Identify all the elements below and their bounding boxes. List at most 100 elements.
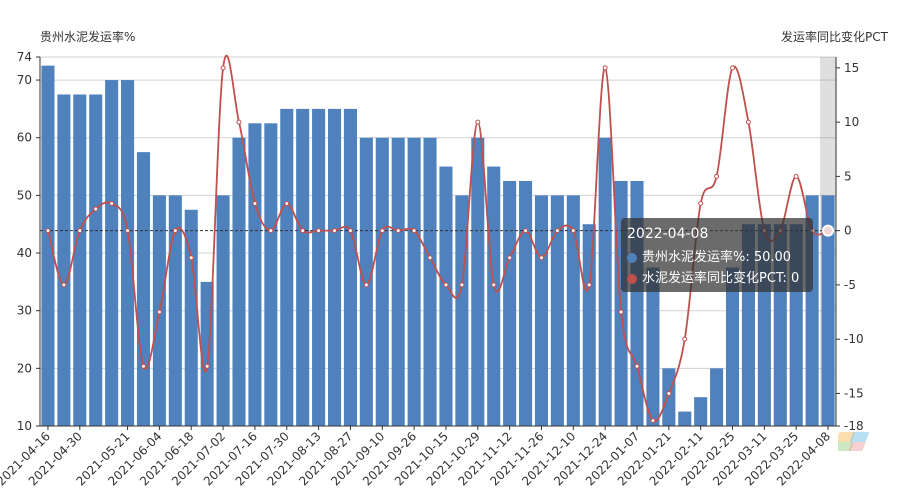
bar[interactable]: [646, 267, 660, 426]
bar[interactable]: [264, 123, 278, 426]
bar[interactable]: [280, 108, 294, 426]
bar[interactable]: [694, 397, 708, 426]
bar[interactable]: [710, 368, 724, 426]
tooltip-line-marker-icon: [627, 273, 637, 284]
bar[interactable]: [662, 368, 676, 426]
bar[interactable]: [821, 195, 835, 426]
line-point[interactable]: [45, 228, 51, 234]
right-tick-label: 10: [844, 115, 859, 129]
line-point[interactable]: [379, 228, 385, 234]
line-point[interactable]: [411, 228, 417, 234]
bar[interactable]: [73, 94, 87, 426]
left-tick-label: 30: [17, 304, 32, 318]
line-point[interactable]: [475, 119, 481, 125]
line-point[interactable]: [698, 201, 704, 207]
bar[interactable]: [168, 195, 182, 426]
line-point[interactable]: [491, 282, 497, 288]
line-point[interactable]: [125, 228, 131, 234]
line-point[interactable]: [714, 173, 720, 179]
bar[interactable]: [136, 152, 151, 426]
bar[interactable]: [423, 137, 437, 426]
line-point[interactable]: [618, 309, 624, 315]
bar[interactable]: [296, 108, 310, 426]
line-point[interactable]: [93, 206, 99, 212]
bar[interactable]: [582, 224, 596, 426]
line-point[interactable]: [204, 363, 210, 369]
line-point[interactable]: [363, 282, 369, 288]
left-tick-label: 40: [17, 246, 32, 260]
line-point[interactable]: [570, 228, 576, 234]
bar[interactable]: [248, 123, 262, 426]
line-point[interactable]: [523, 228, 529, 234]
line-point[interactable]: [793, 173, 799, 179]
tooltip-title: 2022-04-08: [627, 226, 709, 242]
bar[interactable]: [359, 137, 373, 426]
line-point[interactable]: [666, 390, 672, 396]
line-point[interactable]: [586, 282, 592, 288]
line-point[interactable]: [220, 65, 226, 71]
bar[interactable]: [41, 65, 55, 426]
bar[interactable]: [534, 195, 549, 426]
line-point[interactable]: [395, 228, 401, 234]
line-point[interactable]: [822, 224, 835, 237]
bar[interactable]: [407, 137, 421, 426]
line-point[interactable]: [172, 228, 178, 234]
bar[interactable]: [232, 137, 246, 426]
line-point[interactable]: [284, 201, 290, 207]
line-point[interactable]: [109, 201, 115, 207]
bar[interactable]: [57, 94, 71, 426]
bar[interactable]: [439, 166, 453, 426]
tooltip-row-line: 水泥发运率同比变化PCT: 0: [627, 268, 813, 289]
bar[interactable]: [391, 137, 405, 426]
bar[interactable]: [487, 166, 501, 426]
line-point[interactable]: [602, 65, 608, 71]
bar[interactable]: [725, 267, 740, 426]
line-point[interactable]: [347, 228, 353, 234]
left-tick-label: 10: [17, 419, 32, 433]
line-point[interactable]: [156, 309, 162, 315]
line-point[interactable]: [443, 282, 449, 288]
line-point[interactable]: [507, 255, 513, 261]
line-point[interactable]: [332, 228, 338, 234]
line-point[interactable]: [236, 119, 242, 125]
line-point[interactable]: [427, 255, 433, 261]
bar[interactable]: [216, 195, 230, 426]
bar[interactable]: [312, 108, 326, 426]
line-point[interactable]: [730, 65, 736, 71]
bar[interactable]: [503, 180, 517, 426]
bar[interactable]: [105, 80, 119, 426]
line-point[interactable]: [300, 228, 306, 234]
bar[interactable]: [598, 137, 612, 426]
line-point[interactable]: [538, 255, 544, 261]
bar[interactable]: [566, 195, 580, 426]
line-point[interactable]: [252, 201, 258, 207]
left-tick-label: 60: [17, 131, 32, 145]
bar[interactable]: [327, 108, 342, 426]
line-point[interactable]: [745, 119, 751, 125]
line-point[interactable]: [682, 336, 688, 342]
bar[interactable]: [519, 180, 533, 426]
line-point[interactable]: [188, 255, 194, 261]
line-point[interactable]: [459, 282, 465, 288]
watermark-logo-icon: [838, 432, 870, 451]
line-point[interactable]: [316, 228, 322, 234]
line-point[interactable]: [140, 363, 146, 369]
line-point[interactable]: [650, 418, 656, 424]
bar-series[interactable]: [41, 65, 835, 426]
line-point[interactable]: [61, 282, 67, 288]
bar[interactable]: [678, 411, 692, 426]
left-tick-label: 20: [17, 361, 32, 375]
bar[interactable]: [89, 94, 103, 426]
line-point[interactable]: [77, 228, 83, 234]
bar[interactable]: [121, 80, 135, 426]
bar[interactable]: [184, 209, 198, 426]
bar[interactable]: [471, 137, 485, 426]
line-point[interactable]: [268, 228, 274, 234]
line-point[interactable]: [554, 228, 560, 234]
bar[interactable]: [550, 195, 564, 426]
bar[interactable]: [343, 108, 357, 426]
bar[interactable]: [375, 137, 389, 426]
tooltip-row-bar: 贵州水泥发运率%: 50.00: [627, 247, 813, 268]
line-point[interactable]: [634, 363, 640, 369]
tooltip-row-text: 贵州水泥发运率%: 50.00: [642, 250, 792, 265]
